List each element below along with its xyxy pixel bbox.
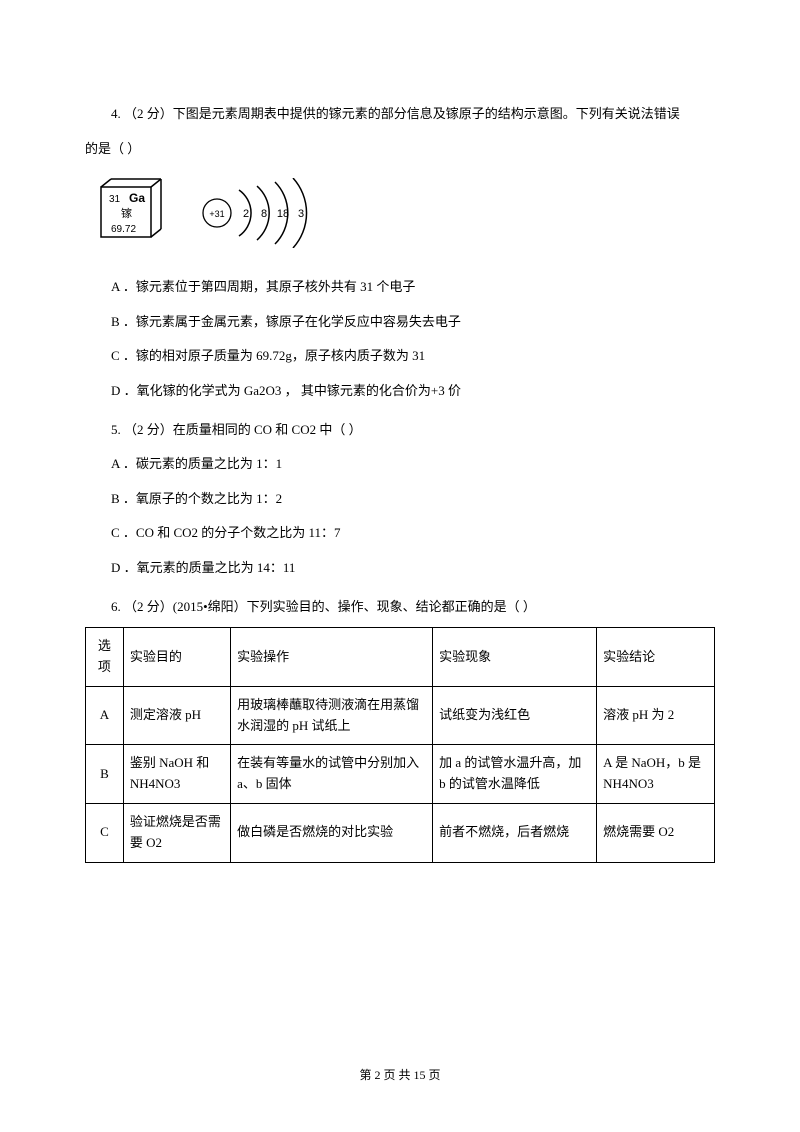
cell-md: 验证燃烧是否需要 O2 — [123, 803, 230, 862]
cell-xi: 前者不燃烧，后者燃烧 — [433, 803, 597, 862]
q5-option-b: B ．氧原子的个数之比为 1：2 — [85, 485, 715, 514]
th-xi: 实验现象 — [433, 628, 597, 687]
th-op: 实验操作 — [231, 628, 433, 687]
q5-stem: 5. （2 分）在质量相同的 CO 和 CO2 中（ ） — [85, 416, 715, 445]
q6-table: 选项 实验目的 实验操作 实验现象 实验结论 A 测定溶液 pH 用玻璃棒蘸取待… — [85, 627, 715, 862]
element-box-icon: 31 Ga 镓 69.72 — [97, 177, 175, 249]
table-row: B 鉴别 NaOH 和 NH4NO3 在装有等量水的试管中分别加入 a、b 固体… — [86, 745, 715, 804]
shell-2: 8 — [261, 208, 267, 220]
element-name: 镓 — [121, 206, 132, 220]
table-row: A 测定溶液 pH 用玻璃棒蘸取待测液滴在用蒸馏水润湿的 pH 试纸上 试纸变为… — [86, 686, 715, 745]
shell-3: 18 — [277, 208, 289, 220]
cell-op: 用玻璃棒蘸取待测液滴在用蒸馏水润湿的 pH 试纸上 — [231, 686, 433, 745]
atomic-number: 31 — [109, 194, 121, 205]
shell-1: 2 — [243, 208, 249, 220]
cell-xi: 试纸变为浅红色 — [433, 686, 597, 745]
cell-xx: C — [86, 803, 124, 862]
cell-op: 做白磷是否燃烧的对比实验 — [231, 803, 433, 862]
cell-jl: 溶液 pH 为 2 — [597, 686, 715, 745]
cell-op: 在装有等量水的试管中分别加入 a、b 固体 — [231, 745, 433, 804]
atom-structure-icon: +31 2 8 18 3 — [199, 178, 329, 248]
q4-option-c: C ．镓的相对原子质量为 69.72g，原子核内质子数为 31 — [85, 342, 715, 371]
cell-jl: 燃烧需要 O2 — [597, 803, 715, 862]
q4-option-b: B ．镓元素属于金属元素，镓原子在化学反应中容易失去电子 — [85, 308, 715, 337]
element-symbol: Ga — [129, 191, 145, 205]
th-md: 实验目的 — [123, 628, 230, 687]
atomic-mass: 69.72 — [111, 224, 136, 235]
cell-xx: A — [86, 686, 124, 745]
shell-4: 3 — [298, 208, 304, 220]
cell-md: 鉴别 NaOH 和 NH4NO3 — [123, 745, 230, 804]
q5-option-d: D ．氧元素的质量之比为 14：11 — [85, 554, 715, 583]
cell-jl: A 是 NaOH，b 是 NH4NO3 — [597, 745, 715, 804]
q5-option-a: A ．碳元素的质量之比为 1：1 — [85, 450, 715, 479]
th-xx: 选项 — [86, 628, 124, 687]
q4-stem-a: 4. （2 分）下图是元素周期表中提供的镓元素的部分信息及镓原子的结构示意图。下… — [85, 100, 715, 129]
core-label: +31 — [209, 209, 224, 219]
q4-option-a: A ．镓元素位于第四周期，其原子核外共有 31 个电子 — [85, 273, 715, 302]
cell-md: 测定溶液 pH — [123, 686, 230, 745]
table-row: C 验证燃烧是否需要 O2 做白磷是否燃烧的对比实验 前者不燃烧，后者燃烧 燃烧… — [86, 803, 715, 862]
cell-xi: 加 a 的试管水温升高，加 b 的试管水温降低 — [433, 745, 597, 804]
q4-stem-b: 的是（ ） — [85, 135, 715, 164]
th-jl: 实验结论 — [597, 628, 715, 687]
table-header-row: 选项 实验目的 实验操作 实验现象 实验结论 — [86, 628, 715, 687]
q5-option-c: C ．CO 和 CO2 的分子个数之比为 11：7 — [85, 519, 715, 548]
q4-figures: 31 Ga 镓 69.72 +31 2 8 18 3 — [97, 177, 715, 249]
q4-option-d: D ．氧化镓的化学式为 Ga2O3 ， 其中镓元素的化合价为+3 价 — [85, 377, 715, 406]
page-footer: 第 2 页 共 15 页 — [0, 1062, 800, 1088]
q6-stem: 6. （2 分）(2015•绵阳）下列实验目的、操作、现象、结论都正确的是（ ） — [85, 593, 715, 622]
cell-xx: B — [86, 745, 124, 804]
